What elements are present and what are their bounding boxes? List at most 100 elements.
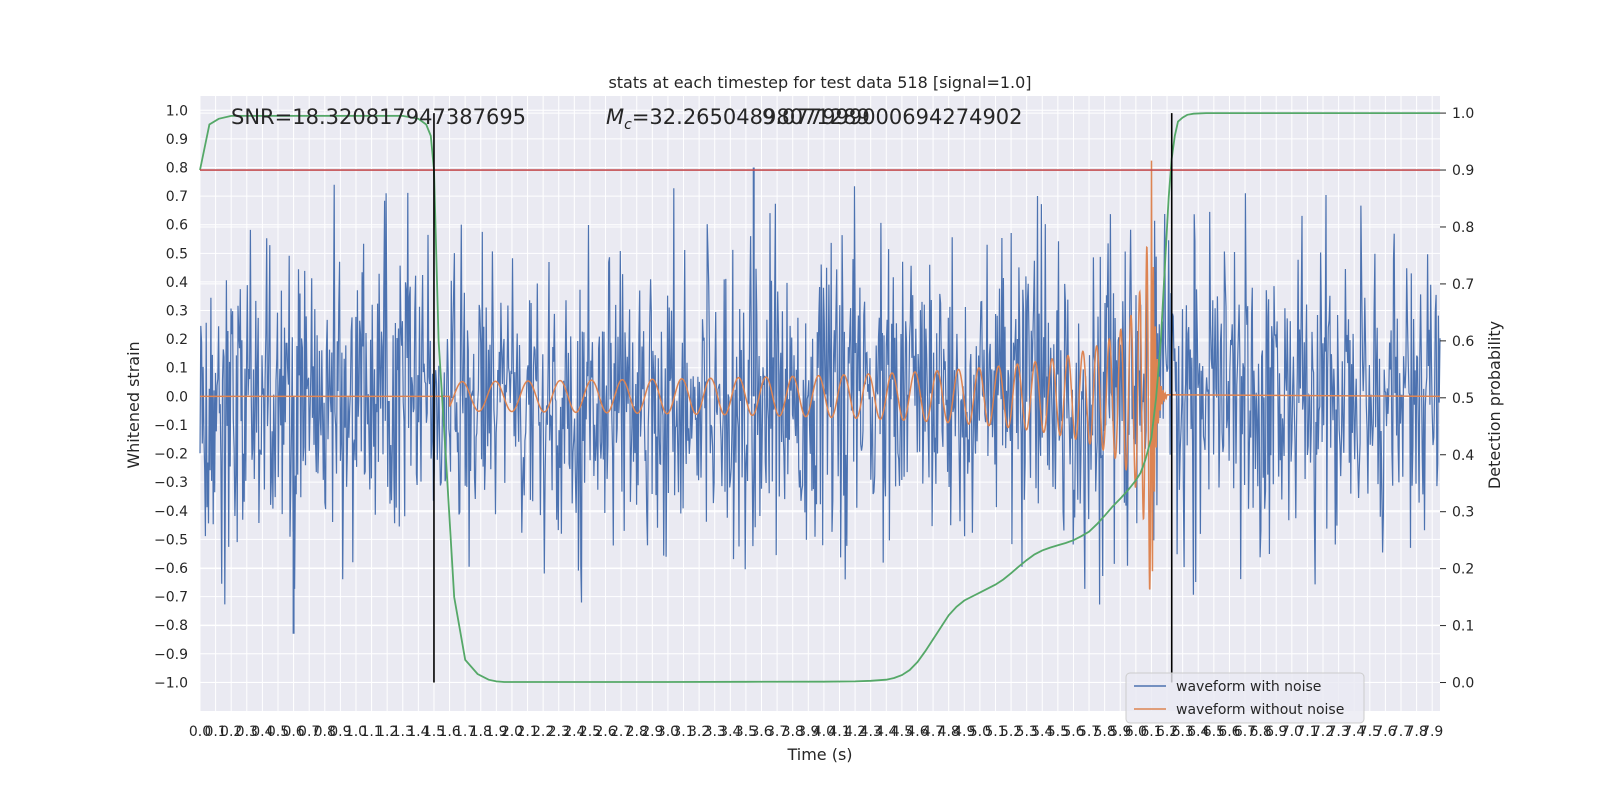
y-tick-label: −0.2 — [154, 447, 188, 463]
x-tick-label: 1.6 — [438, 724, 460, 740]
x-tick-label: 5.3 — [1016, 724, 1038, 740]
x-axis-ticks: 0.00.10.20.30.40.50.60.70.80.91.01.11.21… — [189, 724, 1443, 740]
x-tick-label: 7.8 — [1405, 724, 1427, 740]
x-tick-label: 4.0 — [813, 724, 835, 740]
x-tick-label: 3.4 — [719, 724, 741, 740]
x-tick-label: 3.3 — [704, 724, 726, 740]
x-tick-label: 3.6 — [750, 724, 772, 740]
x-tick-label: 0.3 — [236, 724, 258, 740]
y2-axis-ticks: 1.0 0.9 0.8 0.7 0.6 0.5 0.4 0.3 0.2 0.1 0.0 — [1440, 106, 1474, 692]
x-tick-label: 6.0 — [1125, 724, 1147, 740]
chart-title: stats at each timestep for test data 518… — [608, 73, 1031, 92]
y-tick-label: 0.8 — [166, 161, 188, 177]
x-tick-label: 2.0 — [501, 724, 523, 740]
x-tick-label: 7.6 — [1374, 724, 1396, 740]
y2-axis-label: Detection probability — [1485, 321, 1504, 489]
x-tick-label: 7.7 — [1390, 724, 1412, 740]
y2-tick-label: 0.5 — [1452, 391, 1474, 407]
x-tick-label: 5.5 — [1047, 724, 1069, 740]
y-tick-label: 1.0 — [166, 103, 188, 119]
y2-tick-label: 0.4 — [1452, 448, 1474, 464]
x-tick-label: 4.7 — [922, 724, 944, 740]
x-tick-label: 4.3 — [860, 724, 882, 740]
x-tick-label: 0.6 — [282, 724, 304, 740]
x-tick-label: 4.8 — [938, 724, 960, 740]
mc-subscript: c — [624, 117, 632, 133]
y-tick-label: 0.2 — [166, 332, 188, 348]
y-tick-label: 0.0 — [166, 389, 188, 405]
x-tick-label: 1.9 — [485, 724, 507, 740]
x-tick-label: 3.1 — [672, 724, 694, 740]
x-tick-label: 7.1 — [1296, 724, 1318, 740]
x-tick-label: 7.5 — [1359, 724, 1381, 740]
legend-label-noise: waveform with noise — [1176, 679, 1321, 695]
x-tick-label: 4.9 — [953, 724, 975, 740]
x-tick-label: 0.8 — [314, 724, 336, 740]
x-tick-label: 1.0 — [345, 724, 367, 740]
y-tick-label: −1.0 — [154, 675, 188, 691]
y-tick-label: −0.7 — [154, 590, 188, 606]
x-tick-label: 2.4 — [563, 724, 585, 740]
y-tick-label: −0.1 — [154, 418, 188, 434]
x-tick-label: 5.4 — [1031, 724, 1053, 740]
x-tick-label: 4.2 — [844, 724, 866, 740]
detection-probability-series — [199, 112, 1440, 683]
clean-waveform-line — [200, 160, 1441, 590]
y-tick-label: −0.4 — [154, 504, 188, 520]
x-tick-label: 6.4 — [1187, 724, 1209, 740]
x-tick-label: 1.2 — [376, 724, 398, 740]
x-tick-label: 5.8 — [1094, 724, 1116, 740]
x-tick-label: 4.4 — [875, 724, 897, 740]
y-tick-label: −0.5 — [154, 532, 188, 548]
y-tick-label: 0.6 — [166, 218, 188, 234]
x-tick-label: 2.1 — [516, 724, 538, 740]
y-axis-ticks: 1.0 0.9 0.8 0.7 0.6 0.5 0.4 0.3 0.2 0.1 0.0 −0.1 −0.… — [154, 103, 188, 691]
x-tick-label: 5.1 — [984, 724, 1006, 740]
x-tick-label: 7.2 — [1312, 724, 1334, 740]
noisy-waveform-line — [199, 184, 1441, 605]
y-tick-label: −0.6 — [154, 561, 188, 577]
chirp-mass-annotation: Mc=32.26504898071289 — [606, 105, 870, 133]
x-tick-label: 0.2 — [220, 724, 242, 740]
x-tick-label: 1.3 — [392, 724, 414, 740]
x-tick-label: 3.9 — [797, 724, 819, 740]
detection-probability-line — [199, 112, 1440, 683]
x-tick-label: 5.6 — [1062, 724, 1084, 740]
x-tick-label: 2.3 — [548, 724, 570, 740]
x-tick-label: 0.9 — [329, 724, 351, 740]
y-tick-label: −0.9 — [154, 647, 188, 663]
y2-tick-label: 0.8 — [1452, 220, 1474, 236]
noisy-waveform-series — [199, 167, 1441, 634]
x-tick-label: 2.6 — [594, 724, 616, 740]
legend: waveform with noise waveform without noi… — [1125, 672, 1365, 724]
y2-tick-label: 0.9 — [1452, 163, 1474, 179]
x-tick-label: 6.2 — [1156, 724, 1178, 740]
x-tick-label: 7.3 — [1327, 724, 1349, 740]
y2-tick-label: 0.2 — [1452, 562, 1474, 578]
x-tick-label: 4.1 — [828, 724, 850, 740]
x-tick-label: 7.9 — [1421, 724, 1443, 740]
x-tick-label: 6.8 — [1249, 724, 1271, 740]
y-tick-label: 0.1 — [166, 361, 188, 377]
x-tick-label: 2.7 — [610, 724, 632, 740]
y2-tick-label: 1.0 — [1452, 106, 1474, 122]
x-tick-label: 7.0 — [1281, 724, 1303, 740]
clean-waveform-series — [200, 160, 1441, 590]
x-tick-label: 5.9 — [1109, 724, 1131, 740]
y-tick-label: −0.8 — [154, 618, 188, 634]
y2-tick-label: 0.3 — [1452, 505, 1474, 521]
x-tick-label: 6.5 — [1203, 724, 1225, 740]
x-tick-label: 6.9 — [1265, 724, 1287, 740]
x-tick-label: 3.0 — [657, 724, 679, 740]
x-tick-label: 5.0 — [969, 724, 991, 740]
markers — [200, 113, 1440, 683]
x-tick-label: 3.7 — [766, 724, 788, 740]
x-tick-label: 2.5 — [579, 724, 601, 740]
y-tick-label: 0.7 — [166, 189, 188, 205]
y2-tick-label: 0.6 — [1452, 334, 1474, 350]
mc-value: =32.26504898071289 — [632, 105, 870, 129]
x-tick-label: 2.9 — [641, 724, 663, 740]
x-tick-label: 1.1 — [360, 724, 382, 740]
x-tick-label: 0.0 — [189, 724, 211, 740]
